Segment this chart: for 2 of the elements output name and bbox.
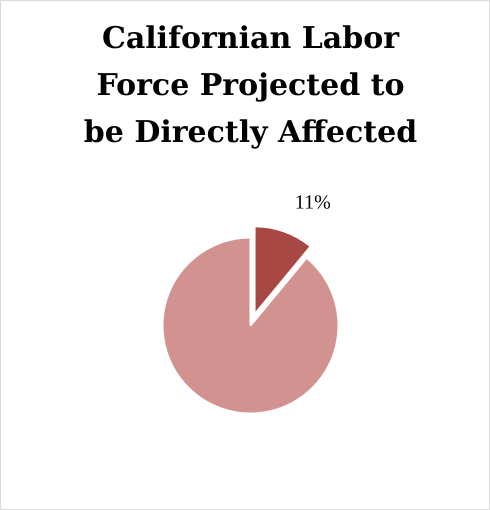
data-label: 11% [294,191,331,214]
chart-title: Californian Labor Force Projected to be Directly Affected [84,21,418,150]
